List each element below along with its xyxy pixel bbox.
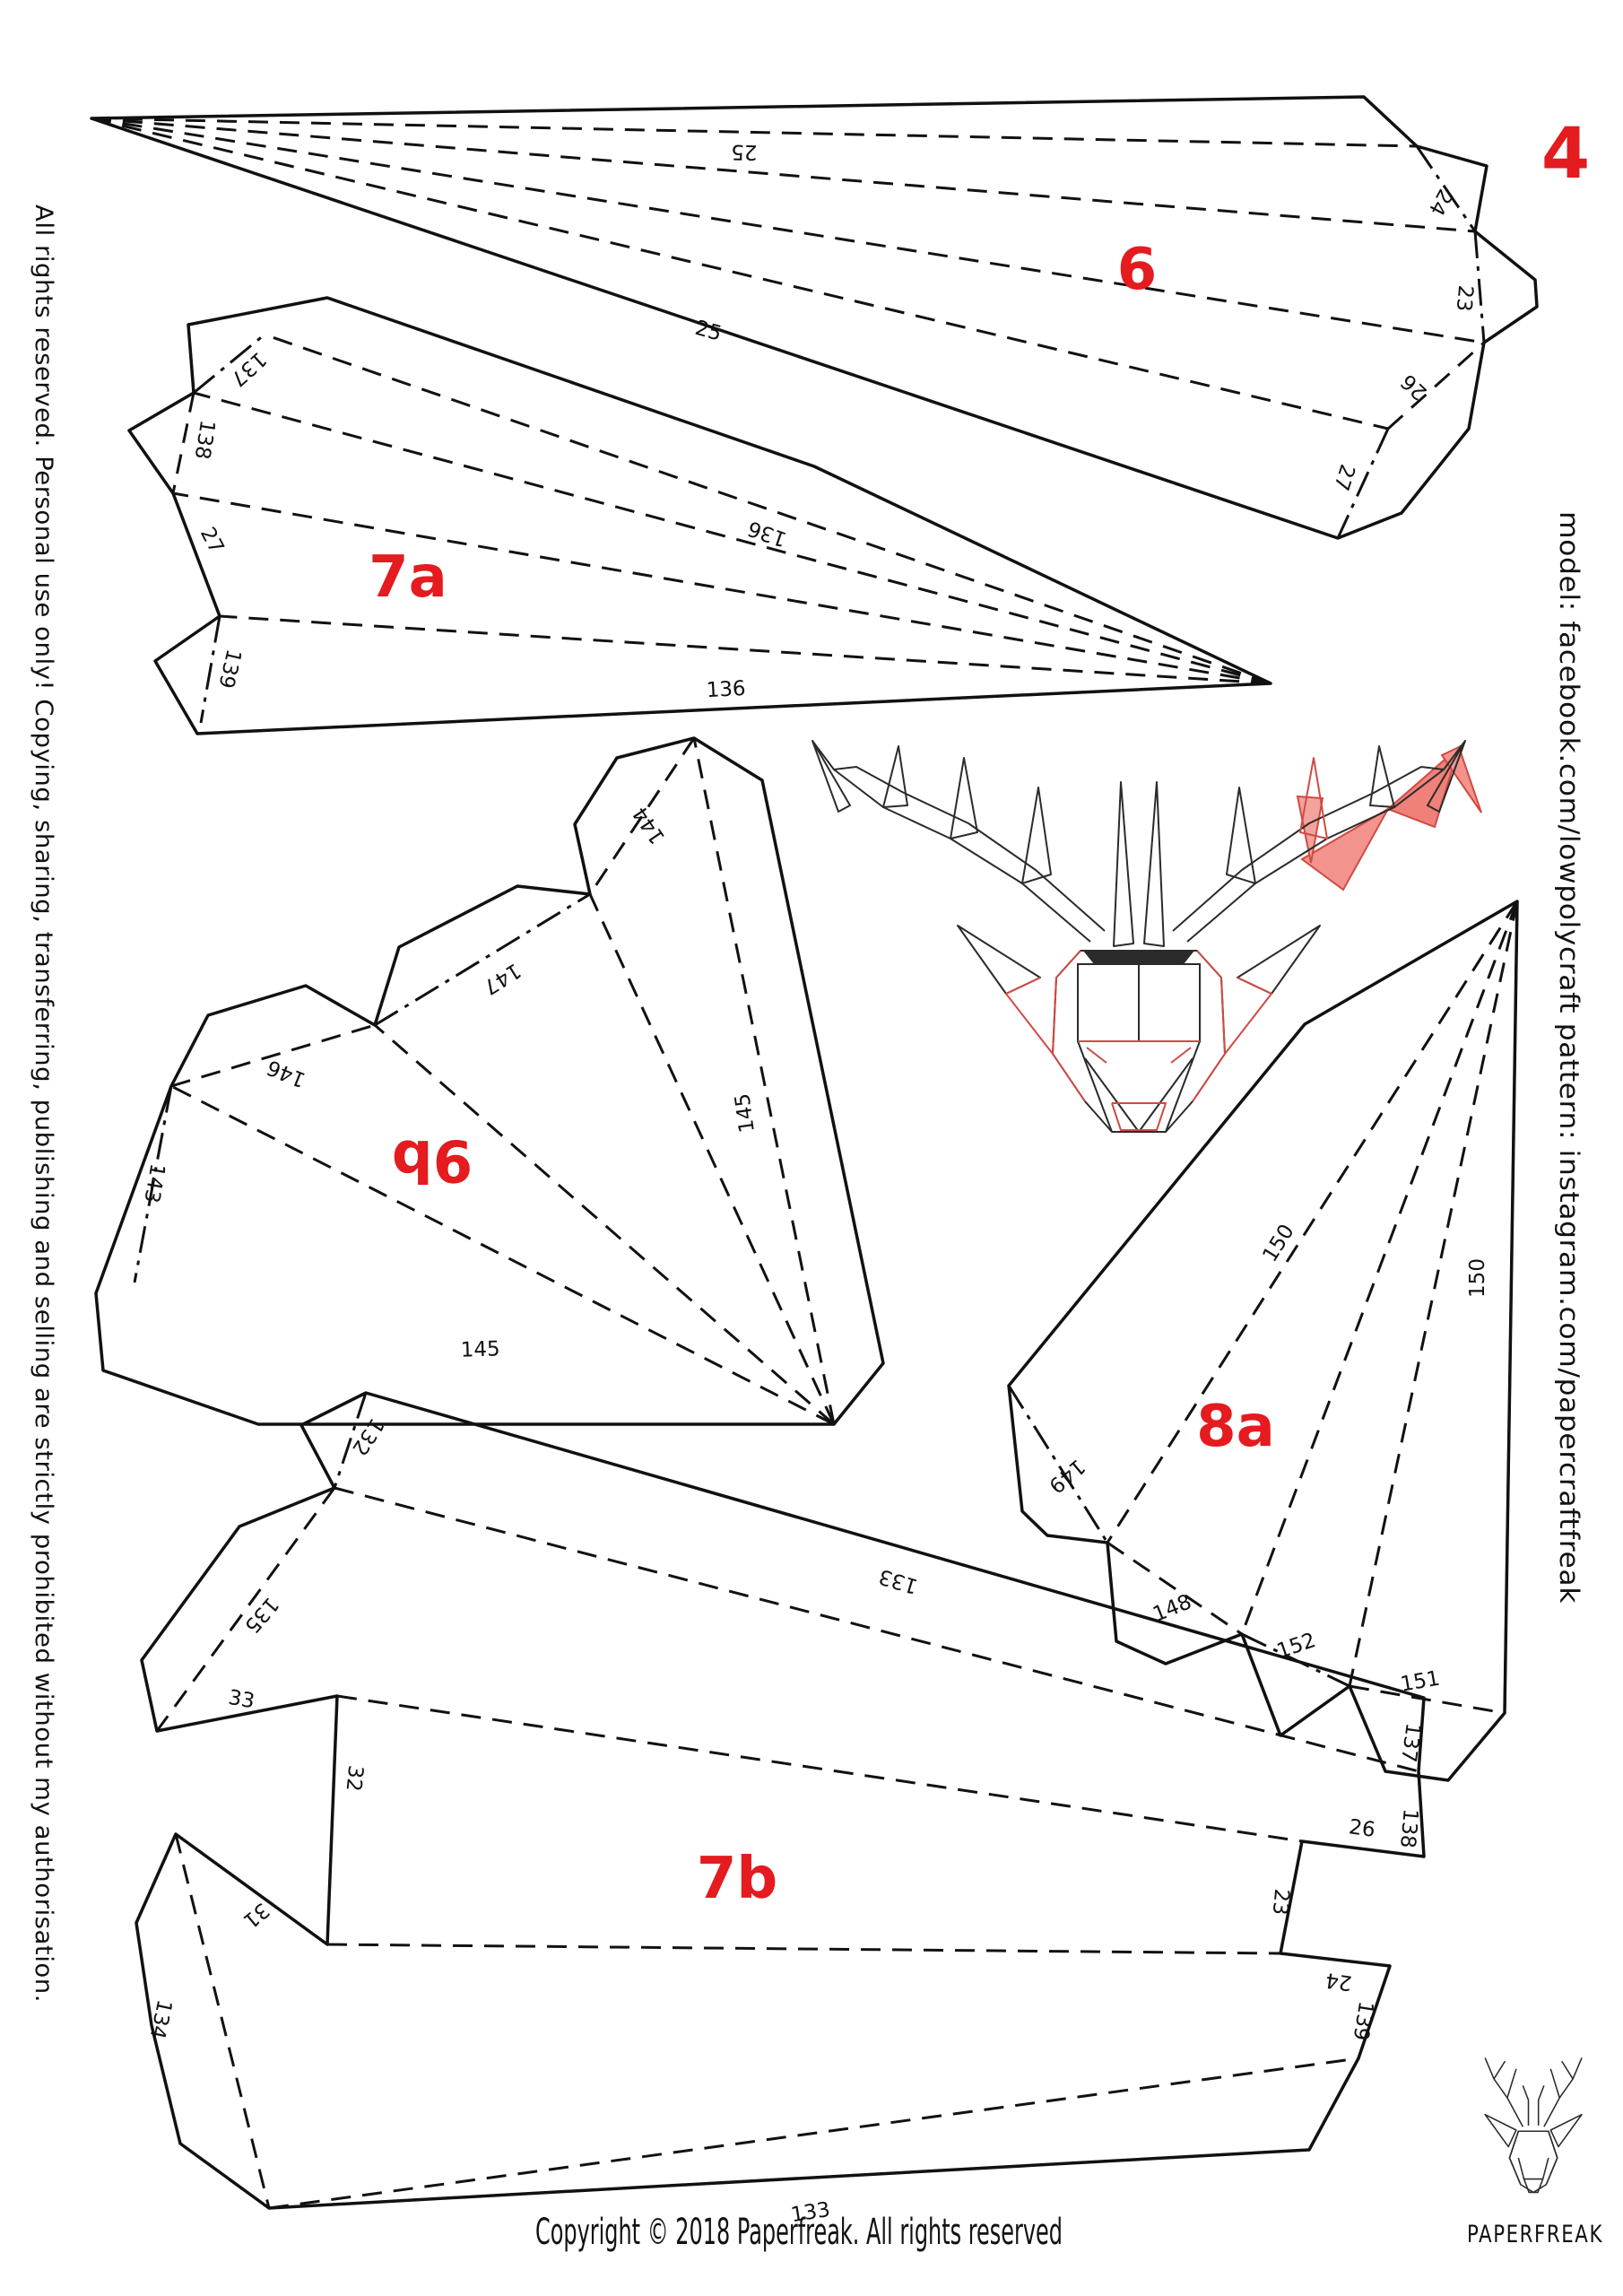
- edge-number-label: 137: [1396, 1721, 1425, 1763]
- deer-head-illustration: [812, 740, 1482, 1133]
- page-number: 4: [1541, 114, 1590, 195]
- pattern-piece-7b: 132 133 135 33 32 31 134 133 137 138 26 …: [135, 1391, 1426, 2227]
- edge-number-label: 26: [1348, 1815, 1377, 1842]
- fold-line: [1386, 341, 1486, 430]
- fold-line: [170, 1084, 835, 1426]
- edge-number-label: 139: [1349, 1999, 1378, 2041]
- edge-number-label: 136: [706, 677, 746, 702]
- edge-number-label: 144: [629, 802, 670, 848]
- edge-number-label: 152: [1274, 1629, 1319, 1664]
- piece-8a-outline: [1007, 900, 1519, 1782]
- fold-line: [172, 491, 1271, 685]
- piece-9b-label: 9b: [392, 1126, 473, 1193]
- edge-number-label: 150: [1466, 1258, 1489, 1298]
- edge-number-label: 136: [745, 516, 790, 551]
- edge-number-label: 150: [1258, 1221, 1298, 1266]
- edge-number-label: 25: [731, 140, 758, 164]
- fold-line: [1240, 900, 1519, 1635]
- piece-6-outline: [90, 95, 1539, 540]
- edge-number-label: 23: [1268, 1888, 1293, 1916]
- copyright-text: Copyright © 2018 Paperfreak. All rights …: [535, 2212, 1063, 2253]
- pattern-piece-6: 25 24 23 26 27 25 6: [90, 95, 1539, 540]
- edge-number-label: 27: [195, 524, 229, 558]
- piece-6-label: 6: [1117, 237, 1158, 303]
- fold-line: [91, 117, 1485, 344]
- fold-line: [1415, 145, 1477, 232]
- edge-number-label: 33: [227, 1686, 256, 1714]
- pattern-piece-8a: 150 150 149 148 152 151 8a: [1007, 900, 1519, 1782]
- edge-number-label: 26: [1397, 370, 1432, 404]
- edge-number-label: 143: [139, 1161, 169, 1205]
- fold-line: [193, 391, 1271, 685]
- piece-7b-outline: [135, 1391, 1426, 2210]
- left-margin-text: All rights reserved. Personal use only! …: [30, 204, 57, 2003]
- fold-line: [1336, 428, 1390, 539]
- fold-line: [334, 1486, 1419, 1773]
- piece-7b-label: 7b: [697, 1846, 777, 1912]
- fold-line: [374, 1023, 835, 1426]
- fold-line: [692, 737, 836, 1425]
- edge-number-label: 27: [1329, 461, 1359, 493]
- fold-line: [333, 1392, 368, 1489]
- logo-brand-text: PAPERFREAK: [1467, 2221, 1603, 2248]
- edge-number-label: 133: [876, 1564, 921, 1598]
- fold-line: [264, 333, 1271, 685]
- edge-number-label: 25: [692, 317, 724, 346]
- edge-number-label: 145: [731, 1091, 759, 1134]
- fold-line: [219, 614, 1271, 685]
- fold-line: [171, 392, 195, 494]
- pattern-piece-9b: 144 147 146 143 145 145 9b: [94, 736, 885, 1426]
- fold-line: [1007, 1385, 1109, 1544]
- edge-number-label: 24: [1324, 1968, 1354, 1995]
- edge-number-label: 23: [1452, 284, 1477, 312]
- fold-line: [1348, 900, 1519, 1687]
- fold-line: [336, 1694, 1303, 1843]
- fold-line: [588, 893, 836, 1425]
- piece-7a-label: 7a: [369, 544, 447, 611]
- fold-line: [155, 1487, 336, 1732]
- fold-line: [1106, 900, 1519, 1544]
- edge-number-label: 137: [226, 347, 271, 391]
- fold-line: [1107, 1541, 1243, 1636]
- edge-number-label: 138: [190, 418, 220, 460]
- fold-line: [91, 117, 1418, 148]
- edge-number-label: 24: [1424, 185, 1457, 219]
- fold-line: [91, 117, 1476, 233]
- fold-line: [170, 1023, 376, 1088]
- fold-line: [1503, 900, 1519, 1714]
- fold-line: [1349, 1684, 1506, 1715]
- pattern-piece-7a: 137 138 27 139 136 136 7a: [127, 296, 1272, 735]
- fold-line: [268, 2057, 1359, 2210]
- fold-line: [133, 1085, 173, 1283]
- fold-line: [326, 1943, 1281, 1955]
- piece-9b-outline: [94, 736, 885, 1426]
- edge-number-label: 135: [239, 1592, 282, 1637]
- edge-number-label: 146: [264, 1055, 308, 1091]
- paperfreak-logo: PAPERFREAK: [1467, 2057, 1603, 2248]
- piece-8a-label: 8a: [1196, 1394, 1275, 1460]
- edge-number-label: 132: [347, 1413, 388, 1459]
- fold-line: [91, 117, 1389, 430]
- right-margin-text: model: facebook.com/lowpolycraft pattern…: [1554, 511, 1584, 1604]
- fold-line: [193, 333, 265, 395]
- edge-number-label: 147: [479, 958, 525, 998]
- edge-number-label: 32: [342, 1764, 368, 1793]
- edge-number-label: 149: [1044, 1454, 1089, 1497]
- edge-number-label: 139: [213, 647, 245, 691]
- fold-line: [199, 615, 221, 724]
- edge-number-label: 145: [460, 1337, 500, 1362]
- fold-line: [174, 1833, 271, 2209]
- edge-number-label: 138: [1395, 1808, 1422, 1849]
- fold-line: [374, 892, 591, 1027]
- fold-line: [1473, 230, 1486, 344]
- paperfreak-deer-icon: [1484, 2057, 1583, 2194]
